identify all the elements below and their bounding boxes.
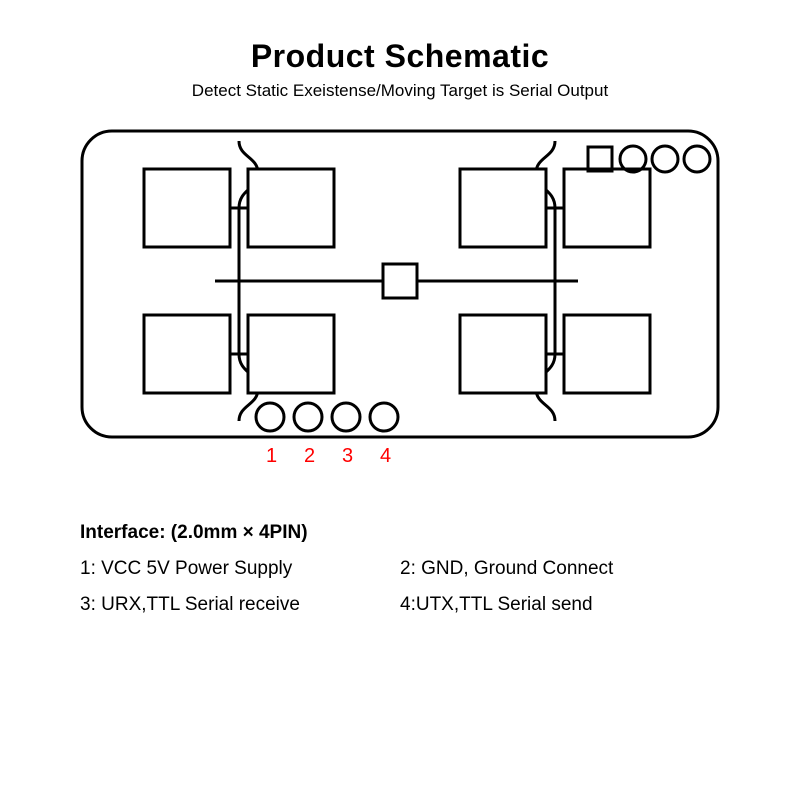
interface-row-1: 1: VCC 5V Power Supply 2: GND, Ground Co…	[80, 551, 720, 587]
page-subtitle: Detect Static Exeistense/Moving Target i…	[0, 81, 800, 101]
page-title: Product Schematic	[0, 0, 800, 75]
pin-labels-row: 1 2 3 4	[80, 445, 720, 475]
pin-label-3: 3	[342, 445, 353, 468]
schematic-svg	[80, 129, 720, 439]
pin-label-4: 4	[380, 445, 391, 468]
interface-heading: Interface: (2.0mm × 4PIN)	[80, 515, 720, 551]
interface-row-2: 3: URX,TTL Serial receive 4:UTX,TTL Seri…	[80, 587, 720, 623]
interface-item-1: 1: VCC 5V Power Supply	[80, 551, 400, 587]
pin-label-1: 1	[266, 445, 277, 468]
interface-block: Interface: (2.0mm × 4PIN) 1: VCC 5V Powe…	[80, 515, 720, 623]
interface-item-4: 4:UTX,TTL Serial send	[400, 587, 720, 623]
interface-item-2: 2: GND, Ground Connect	[400, 551, 720, 587]
interface-item-3: 3: URX,TTL Serial receive	[80, 587, 400, 623]
schematic-board	[80, 129, 720, 439]
pin-label-2: 2	[304, 445, 315, 468]
